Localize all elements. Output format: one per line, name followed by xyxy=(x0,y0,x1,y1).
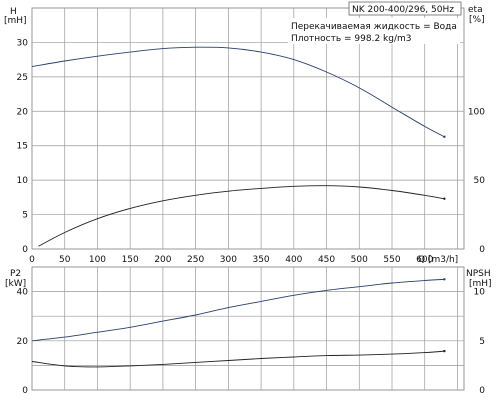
x-tick-label: 50 xyxy=(59,255,71,265)
x-tick-label: 550 xyxy=(383,255,400,265)
right-tick-label: 0 xyxy=(479,386,485,396)
series-end-marker xyxy=(443,278,446,281)
right-tick-label: 5 xyxy=(479,337,485,347)
bottom-plot-frame xyxy=(31,266,465,391)
x-tick-label: 150 xyxy=(122,255,139,265)
series-line-0-1 xyxy=(38,185,445,247)
right-tick-label: 50 xyxy=(474,176,486,186)
left-tick-label: 30 xyxy=(17,38,29,48)
left-tick-label: 5 xyxy=(22,211,28,221)
bottom-grid xyxy=(32,267,464,390)
x-tick-label: 100 xyxy=(89,255,106,265)
top-plot-frame xyxy=(31,7,465,250)
x-axis-label: Q [m3/h] xyxy=(418,255,458,265)
right-tick-label: 0 xyxy=(479,245,485,255)
series-line-0-0 xyxy=(31,46,445,138)
series-line-1-1 xyxy=(31,350,445,368)
annotation-fluid: Перекачиваемая жидкость = Вода xyxy=(291,22,457,32)
chart-title: NK 200-400/296, 50Hz xyxy=(352,5,454,15)
top-grid xyxy=(32,8,464,249)
x-tick-label: 200 xyxy=(154,255,171,265)
x-tick-label: 300 xyxy=(220,255,237,265)
left-tick-label: 40 xyxy=(17,288,29,298)
right-tick-label: 10 xyxy=(474,288,486,298)
x-tick-label: 450 xyxy=(318,255,335,265)
left-tick-label: 25 xyxy=(17,73,28,83)
top-left-axis-label: H xyxy=(10,7,17,17)
bottom-curves xyxy=(31,278,446,368)
x-tick-label: 500 xyxy=(351,255,368,265)
series-line-1-0 xyxy=(31,278,445,342)
annotation-density: Плотность = 998.2 kg/m3 xyxy=(291,34,412,44)
left-tick-label: 15 xyxy=(17,142,28,152)
top-right-axis-unit: [%] xyxy=(469,15,485,25)
left-tick-label: 0 xyxy=(22,245,28,255)
series-end-marker xyxy=(443,349,446,353)
series-end-marker xyxy=(443,197,446,200)
bottom-left-axis-label: P2 xyxy=(10,269,21,279)
x-tick-label: 400 xyxy=(285,255,302,265)
left-tick-label: 20 xyxy=(17,107,29,117)
x-tick-label: 0 xyxy=(29,255,35,265)
top-curves xyxy=(31,46,446,247)
bottom-right-axis-unit: [mH] xyxy=(469,279,492,289)
left-tick-label: 20 xyxy=(17,337,29,347)
title-box xyxy=(348,1,462,16)
series-end-marker xyxy=(443,135,446,138)
left-tick-label: 10 xyxy=(17,176,29,186)
x-tick-label: 250 xyxy=(187,255,204,265)
x-tick-label: 600 xyxy=(416,255,433,265)
x-tick-label: 350 xyxy=(252,255,269,265)
right-tick-label: 100 xyxy=(468,107,485,117)
top-right-axis-label: eta xyxy=(468,5,483,15)
bottom-left-axis-unit: [kW] xyxy=(5,279,26,289)
left-tick-label: 0 xyxy=(22,386,28,396)
bottom-right-axis-label: NPSH xyxy=(466,269,491,279)
top-left-axis-unit: [mH] xyxy=(4,16,27,26)
annotation-background xyxy=(288,18,460,44)
